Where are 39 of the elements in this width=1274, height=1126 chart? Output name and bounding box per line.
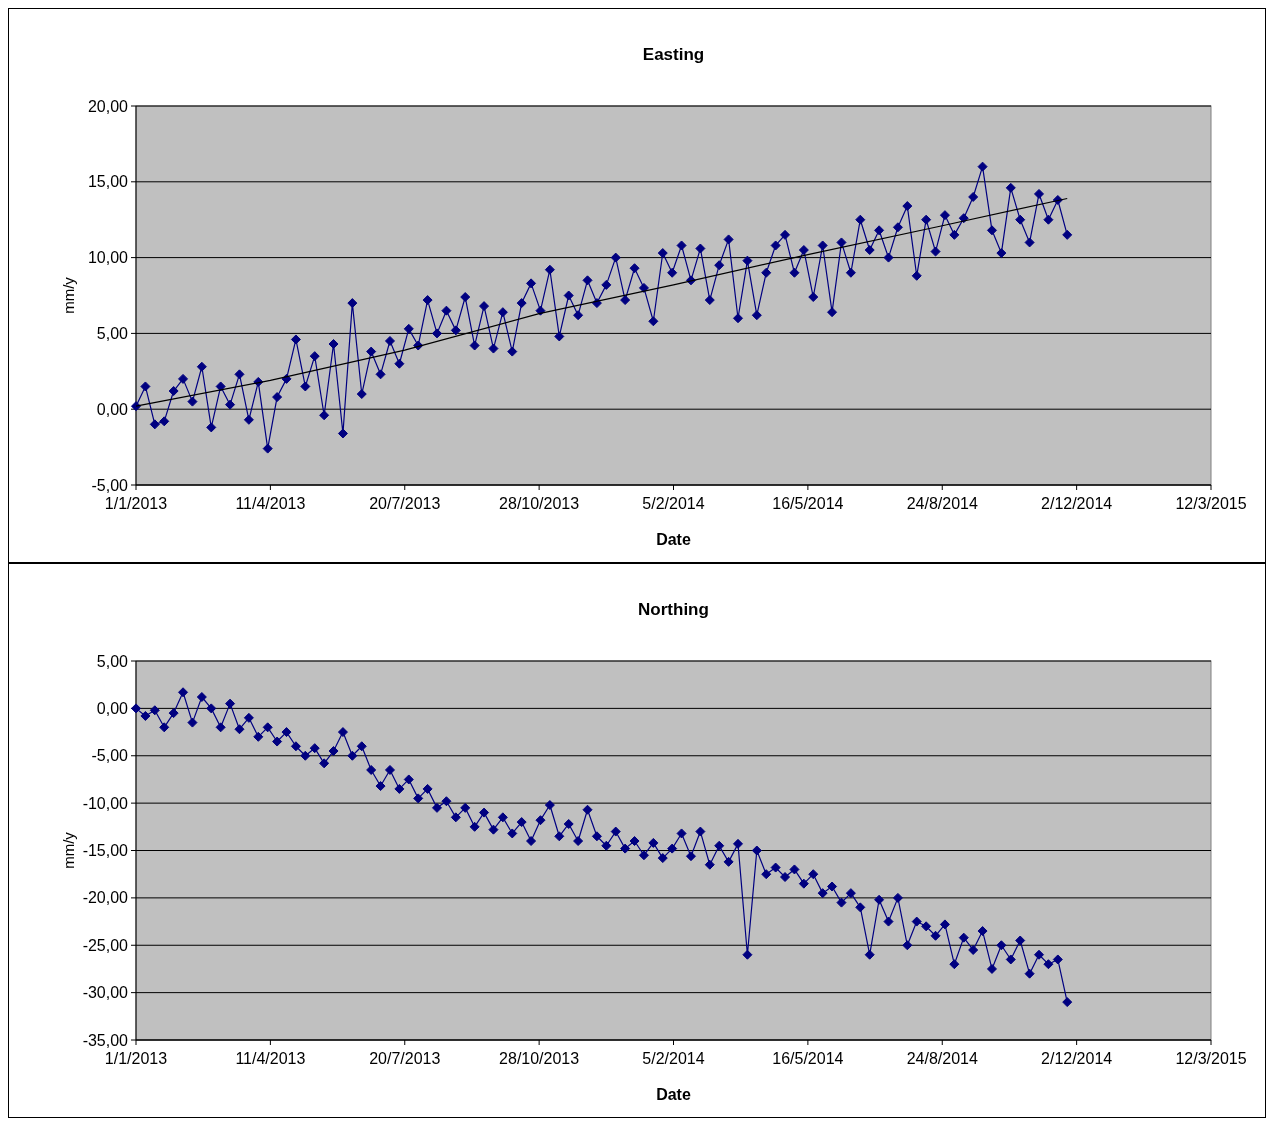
y-axis-title: mm/y	[60, 276, 77, 314]
chart-title: Northing	[638, 600, 709, 619]
y-tick-label: 20,00	[87, 97, 129, 115]
x-tick-label: 5/2/2014	[642, 1050, 705, 1067]
x-tick-label: 11/4/2013	[235, 1050, 306, 1067]
y-tick-label: 5,00	[96, 652, 129, 670]
x-axis-title: Date	[656, 531, 691, 548]
y-tick-label: -5,00	[91, 747, 129, 765]
y-tick-label: -30,00	[82, 984, 129, 1002]
y-tick-label: -25,00	[82, 936, 129, 954]
y-tick-label: 15,00	[87, 173, 129, 191]
y-tick-label: 10,00	[87, 249, 129, 267]
y-tick-label: -35,00	[82, 1031, 129, 1049]
x-tick-label: 12/3/2015	[1175, 495, 1247, 512]
x-tick-label: 24/8/2014	[906, 495, 978, 512]
x-tick-label: 16/5/2014	[772, 1050, 844, 1067]
y-axis-title: mm/y	[60, 831, 77, 869]
x-tick-label: 5/2/2014	[642, 495, 705, 512]
x-tick-label: 16/5/2014	[772, 495, 844, 512]
chart-title: Easting	[642, 45, 705, 64]
x-tick-label: 28/10/2013	[499, 495, 580, 512]
y-tick-label: -5,00	[91, 476, 129, 494]
x-tick-label: 24/8/2014	[906, 1050, 978, 1067]
x-tick-label: 11/4/2013	[235, 495, 306, 512]
x-tick-label: 2/12/2014	[1041, 495, 1113, 512]
x-tick-label: 20/7/2013	[369, 1050, 441, 1067]
x-tick-label: 20/7/2013	[369, 495, 441, 512]
y-tick-label: -10,00	[82, 794, 129, 812]
x-tick-label: 1/1/2013	[104, 495, 168, 512]
y-tick-label: 0,00	[96, 699, 129, 717]
y-tick-label: -20,00	[82, 889, 129, 907]
x-tick-label: 12/3/2015	[1175, 1050, 1247, 1067]
y-tick-label: -15,00	[82, 842, 129, 860]
x-tick-label: 2/12/2014	[1041, 1050, 1113, 1067]
x-tick-label: 1/1/2013	[104, 1050, 168, 1067]
x-axis-title: Date	[656, 1086, 691, 1103]
x-tick-label: 28/10/2013	[499, 1050, 580, 1067]
y-tick-label: 0,00	[96, 400, 129, 418]
y-tick-label: 5,00	[96, 325, 129, 342]
